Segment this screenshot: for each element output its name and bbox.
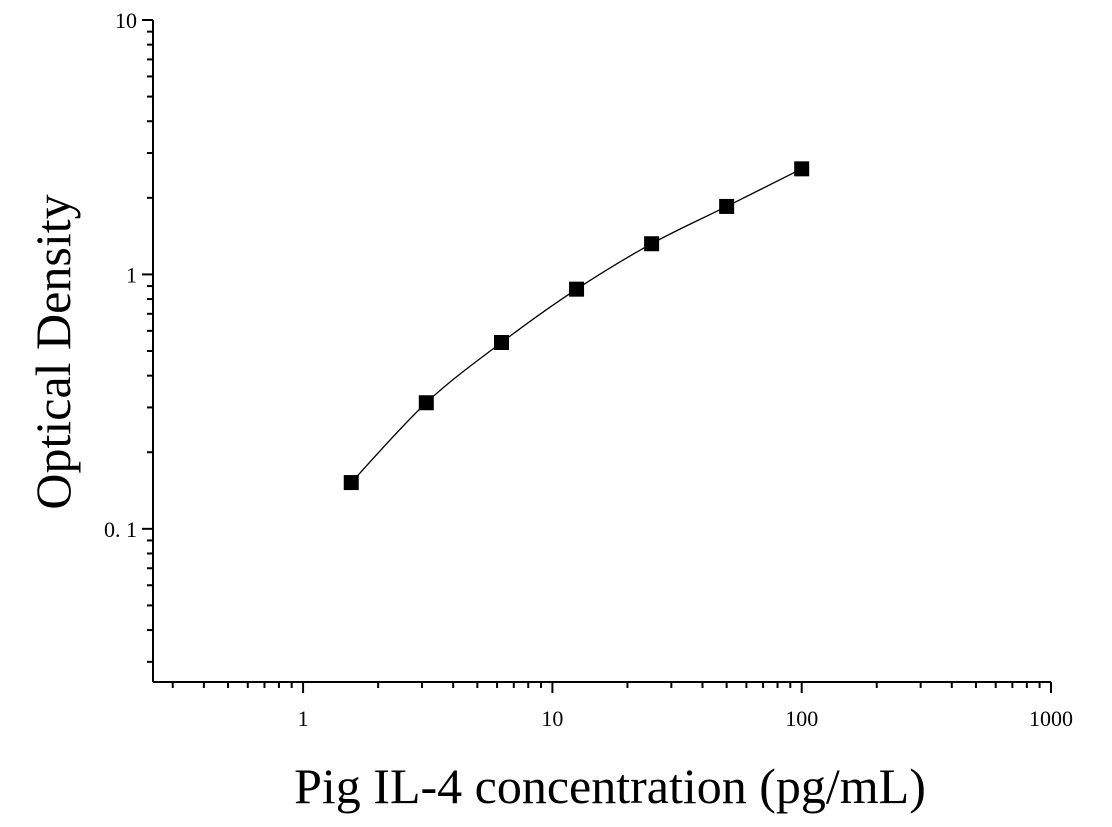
y-tick-label: 0. 1 [104,517,137,542]
y-tick-label: 10 [115,8,137,33]
data-point [418,395,434,411]
x-tick-label: 100 [785,706,818,731]
y-axis-title: Optical Density [25,194,81,509]
x-tick-label: 1000 [1029,706,1073,731]
data-point [343,475,359,491]
data-point [719,198,735,214]
x-tick-label: 1 [298,706,309,731]
fit-curve [350,168,802,484]
data-point [794,161,810,177]
data-point [644,236,660,252]
data-point [569,281,585,297]
fit-curve-layer [350,168,802,484]
y-tick-label: 1 [126,262,137,287]
data-points-layer [343,161,810,491]
x-axis-title: Pig IL-4 concentration (pg/mL) [294,758,926,814]
axes: 1 10 100 1000 0. 1 1 10 [104,8,1073,731]
data-point [494,334,510,350]
x-tick-label: 10 [541,706,563,731]
